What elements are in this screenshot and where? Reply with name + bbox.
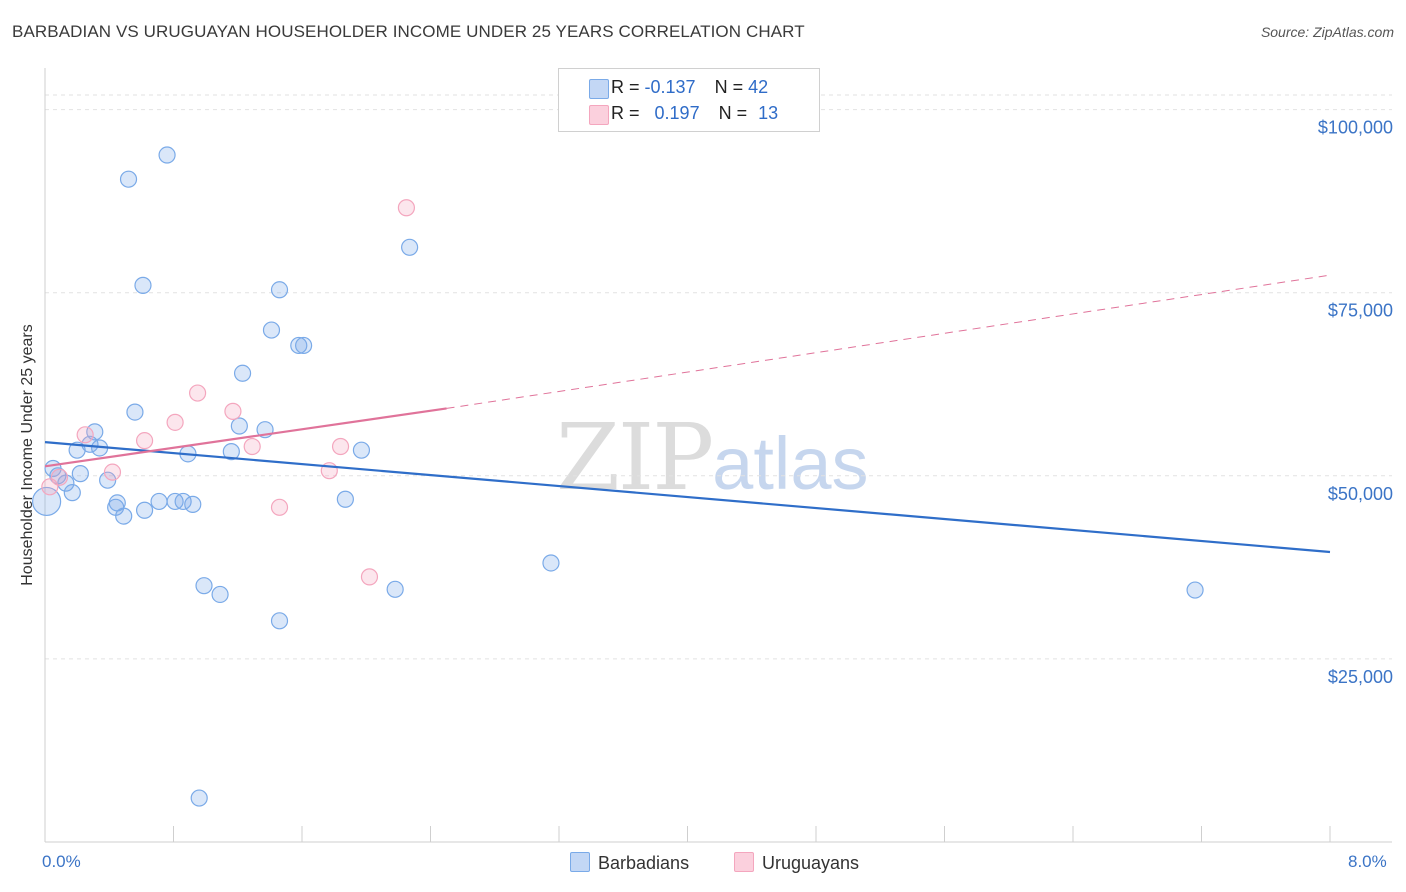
bottom-legend-barbadians: Barbadians [570,852,689,874]
legend-r-value-barbadians: -0.137 [644,77,696,97]
barbadians-point [184,495,202,513]
uruguayans-point [224,402,242,420]
uruguayans-point [397,199,416,217]
barbadians-point [86,423,104,441]
barbadians-point [352,441,371,459]
uruguayans-trendline-solid [44,407,447,468]
correlation-legend: R = -0.137 N = 42 R = 0.197 N = 13 [558,68,820,132]
uruguayans-trendline-dashed [446,274,1331,409]
barbadians-point [150,492,168,511]
barbadians-point [401,238,419,256]
bottom-legend-label-barbadians: Barbadians [598,853,690,873]
barbadians-point [233,364,252,382]
legend-n-value-barbadians: 42 [748,77,769,97]
source-credit: Source: ZipAtlas.com [1260,24,1394,40]
barbadians-point [126,403,144,421]
barbadians-point [542,554,560,572]
barbadians-point [262,321,281,339]
barbadians-trendline-solid [44,441,1331,554]
legend-r-label: R = [611,77,640,97]
barbadians-point [63,484,81,502]
uruguayans-point [135,432,154,450]
bottom-legend-label-uruguayans: Uruguayans [762,853,860,873]
barbadians-point [230,417,248,435]
uruguayans-point [331,437,350,456]
barbadians-point [174,492,192,511]
uruguayans-point [270,498,289,516]
y-tick-label: $50,000 [1328,484,1393,504]
legend-r-label: R = [611,103,640,123]
barbadians-point [290,336,308,355]
y-tick-label: $75,000 [1328,301,1393,321]
barbadians-point [295,336,313,355]
bottom-legend-swatch-uruguayans [734,852,754,872]
barbadians-point [71,465,89,483]
legend-row-uruguayans: R = 0.197 N = 13 [589,103,779,125]
watermark-atlas: atlas [712,422,869,505]
barbadians-point [270,612,289,630]
y-axis-label: Householder Income Under 25 years [19,324,36,586]
uruguayans-point [243,437,261,456]
barbadians-point [222,443,240,461]
barbadians-point [134,276,152,294]
y-tick-label: $100,000 [1318,118,1393,138]
barbadians-point [99,471,117,489]
barbadians-point [158,146,176,164]
y-tick-label: $25,000 [1328,667,1393,687]
legend-r-value-uruguayans: 0.197 [654,103,700,123]
uruguayans-point [103,463,122,481]
barbadians-point [386,580,404,598]
barbadians-point [115,507,133,525]
barbadians-point [119,170,138,188]
legend-swatch-uruguayans [589,105,609,125]
x-tick-label-min: 0.0% [42,852,81,871]
bottom-legend-uruguayans: Uruguayans [734,852,859,874]
legend-n-value-uruguayans: 13 [758,103,779,123]
bottom-legend-swatch-barbadians [570,852,590,872]
uruguayans-point [188,384,207,402]
barbadians-point [195,577,213,595]
legend-swatch-barbadians [589,79,609,99]
barbadians-point [270,281,289,299]
barbadians-point [1186,581,1204,599]
legend-n-label: N = [718,103,748,123]
uruguayans-point [76,426,94,444]
uruguayans-point [166,413,184,431]
legend-row-barbadians: R = -0.137 N = 42 [589,77,769,99]
chart-title: BARBADIAN VS URUGUAYAN HOUSEHOLDER INCOM… [12,22,805,41]
barbadians-point [57,474,75,492]
legend-n-label: N = [714,77,744,97]
barbadians-point [211,585,229,604]
barbadians-point [135,501,154,519]
x-tick-label-max: 8.0% [1348,852,1387,871]
barbadians-point [190,789,208,807]
uruguayans-point [50,468,69,486]
barbadians-point [336,490,354,508]
uruguayans-point [360,568,379,586]
